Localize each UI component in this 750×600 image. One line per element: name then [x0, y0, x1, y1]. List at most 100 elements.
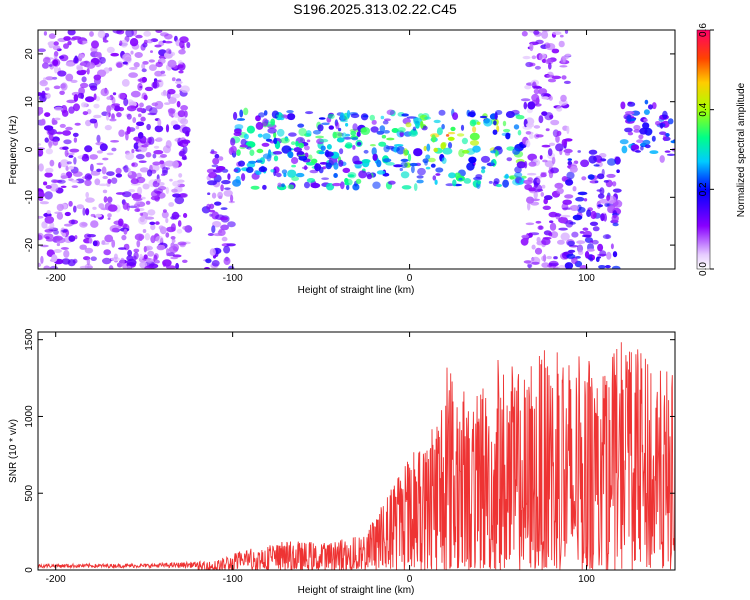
heatmap-cell — [559, 65, 568, 68]
heatmap-cell — [86, 257, 91, 266]
heatmap-cell — [184, 131, 190, 137]
heatmap-cell — [103, 249, 111, 256]
heatmap-cell — [68, 200, 73, 207]
heatmap-cell — [146, 123, 151, 131]
heatmap-cell — [151, 102, 159, 107]
heatmap-cell — [121, 234, 127, 241]
heatmap-cell — [435, 167, 444, 173]
heatmap-cell — [304, 181, 310, 189]
heatmap-cell — [164, 33, 173, 40]
heatmap-cell — [73, 103, 80, 112]
heatmap-cell — [403, 148, 408, 157]
heatmap-cell — [425, 154, 431, 160]
heatmap-cell — [423, 145, 427, 152]
heatmap-cell — [525, 131, 532, 135]
heatmap-cell — [363, 149, 369, 154]
heatmap-cell — [558, 216, 568, 224]
heatmap-cell — [577, 250, 584, 256]
heatmap-cell — [144, 265, 153, 269]
heatmap-cell — [162, 209, 167, 213]
heatmap-cell — [382, 120, 389, 125]
heatmap-cell — [315, 135, 325, 139]
heatmap-cell — [152, 153, 157, 159]
heatmap-cell — [220, 224, 230, 231]
heatmap-cell — [156, 137, 163, 142]
heatmap-cell — [206, 168, 216, 174]
heatmap-cell — [626, 114, 632, 123]
heatmap-cell — [318, 117, 326, 120]
heatmap-cell — [221, 236, 228, 242]
heatmap-cell — [53, 65, 59, 74]
colorbar-label: Normalized spectral amplitude — [736, 82, 747, 217]
heatmap-cell — [319, 162, 328, 165]
heatmap-cell — [456, 133, 465, 137]
heatmap-cell — [165, 248, 170, 257]
heatmap-cell — [614, 156, 621, 165]
heatmap-cell — [535, 97, 540, 105]
heatmap-cell — [177, 179, 185, 183]
heatmap-cell — [338, 159, 344, 167]
heatmap-cell — [583, 198, 588, 202]
heatmap-cell — [304, 145, 310, 151]
heatmap-cell — [106, 46, 115, 54]
heatmap-cell — [287, 184, 295, 190]
heatmap-cell — [535, 39, 544, 45]
heatmap-cell — [81, 155, 90, 162]
heatmap-cell — [147, 250, 155, 257]
heatmap-cell — [39, 94, 47, 103]
heatmap-cell — [561, 55, 569, 60]
heatmap-cell — [325, 162, 332, 170]
heatmap-cell — [105, 112, 110, 121]
heatmap-cell — [276, 128, 285, 137]
heatmap-cell — [320, 145, 326, 151]
heatmap-cell — [468, 156, 477, 164]
heatmap-cell — [181, 156, 188, 161]
heatmap-cell — [98, 183, 108, 187]
heatmap-cell — [93, 114, 102, 119]
heatmap-cell — [475, 174, 483, 179]
heatmap-cell — [308, 154, 313, 161]
heatmap-cell — [660, 122, 664, 129]
heatmap-cell — [267, 127, 277, 134]
heatmap-cell — [239, 109, 244, 118]
heatmap-cell — [90, 220, 99, 228]
heatmap-cell — [164, 102, 171, 105]
heatmap-cell — [627, 101, 633, 105]
heatmap-cell — [63, 36, 71, 41]
y-tick-label: 1000 — [24, 405, 35, 428]
heatmap-cell — [572, 214, 583, 221]
heatmap-cell — [288, 132, 297, 137]
heatmap-cell — [544, 160, 555, 168]
heatmap-cell — [38, 262, 42, 267]
heatmap-cell — [595, 256, 600, 263]
heatmap-cell — [651, 135, 656, 142]
heatmap-cell — [286, 110, 294, 114]
heatmap-cell — [79, 40, 83, 44]
heatmap-cell — [477, 180, 482, 185]
heatmap-cell — [505, 132, 511, 140]
heatmap-cell — [338, 127, 342, 132]
heatmap-cell — [527, 172, 537, 176]
heatmap-cell — [161, 211, 169, 219]
heatmap-cell — [134, 208, 140, 213]
x-tick-label: -200 — [46, 273, 66, 284]
heatmap-cell — [298, 142, 305, 149]
heatmap-cell — [528, 161, 537, 167]
heatmap-cell — [212, 157, 220, 165]
heatmap-cell — [133, 62, 140, 68]
heatmap-cell — [460, 124, 465, 131]
heatmap-cell — [433, 147, 439, 153]
heatmap-cell — [60, 175, 68, 179]
heatmap-cell — [295, 140, 299, 147]
heatmap-cell — [621, 145, 628, 154]
heatmap-cell — [182, 259, 188, 263]
heatmap-cell — [133, 197, 143, 201]
heatmap-cell — [45, 226, 54, 230]
heatmap-cell — [104, 33, 110, 38]
heatmap-cell — [147, 209, 156, 216]
heatmap-cell — [339, 148, 344, 155]
heatmap-cell — [526, 196, 535, 204]
heatmap-cell — [427, 157, 436, 163]
heatmap-cell — [141, 63, 146, 70]
heatmap-cell — [280, 137, 290, 144]
